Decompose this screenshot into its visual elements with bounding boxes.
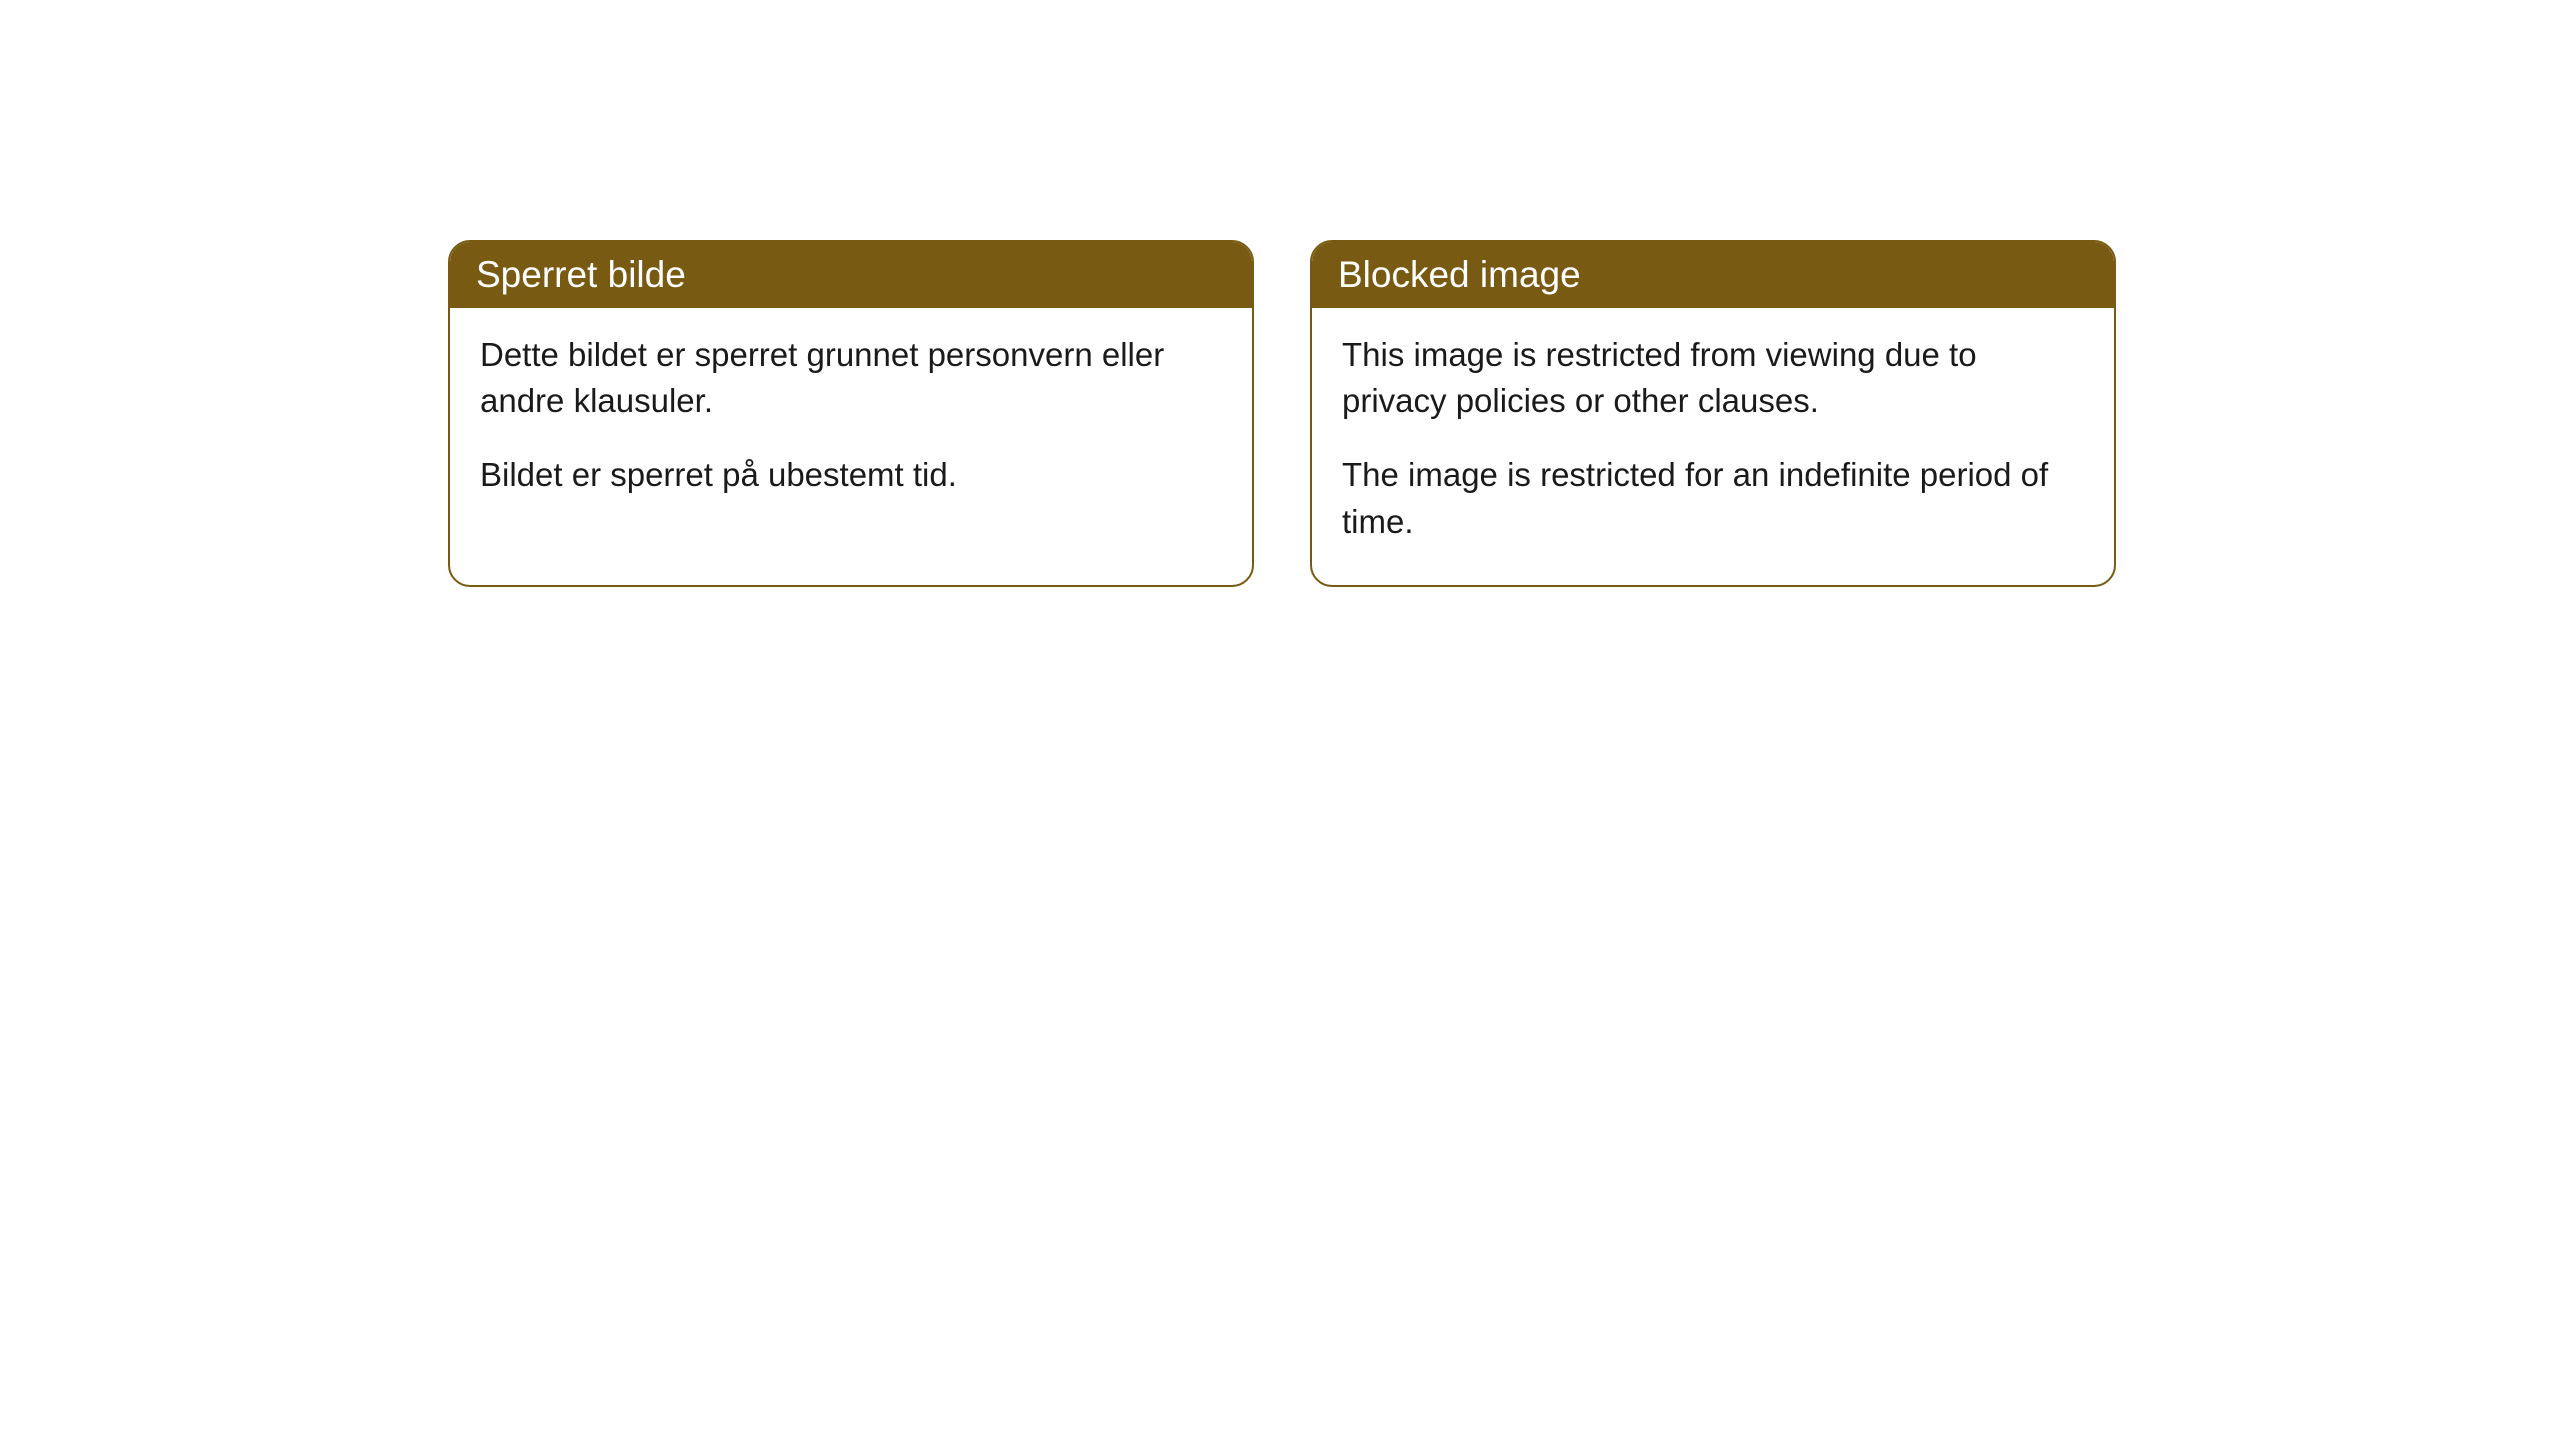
card-title: Blocked image	[1338, 254, 1581, 295]
card-header: Sperret bilde	[450, 242, 1252, 308]
card-body: Dette bildet er sperret grunnet personve…	[450, 308, 1252, 539]
card-body: This image is restricted from viewing du…	[1312, 308, 2114, 585]
card-paragraph: Bildet er sperret på ubestemt tid.	[480, 452, 1222, 498]
card-title: Sperret bilde	[476, 254, 686, 295]
card-paragraph: Dette bildet er sperret grunnet personve…	[480, 332, 1222, 424]
card-paragraph: The image is restricted for an indefinit…	[1342, 452, 2084, 544]
card-paragraph: This image is restricted from viewing du…	[1342, 332, 2084, 424]
card-header: Blocked image	[1312, 242, 2114, 308]
blocked-image-card-english: Blocked image This image is restricted f…	[1310, 240, 2116, 587]
card-container: Sperret bilde Dette bildet er sperret gr…	[0, 0, 2560, 587]
blocked-image-card-norwegian: Sperret bilde Dette bildet er sperret gr…	[448, 240, 1254, 587]
